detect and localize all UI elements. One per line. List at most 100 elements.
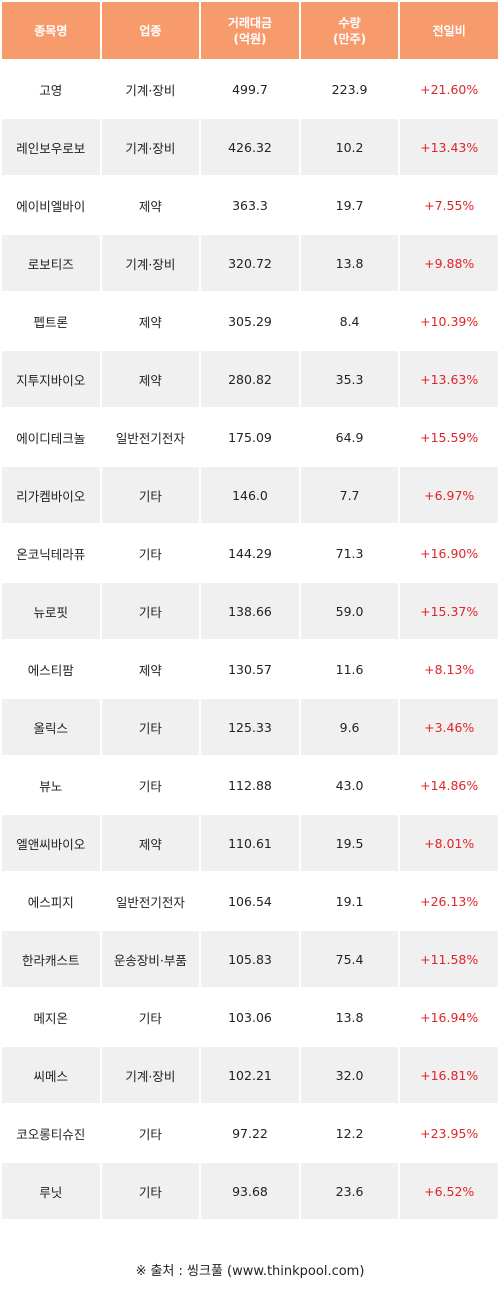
cell-change: +13.43% [400,119,498,175]
cell-amount: 110.61 [201,815,299,871]
cell-change: +23.95% [400,1105,498,1161]
table-row: 씨메스 기계·장비 102.21 32.0 +16.81% [2,1047,498,1103]
source-note: ※ 출처 : 씽크풀 (www.thinkpool.com) [0,1260,500,1279]
cell-volume: 75.4 [300,931,399,987]
cell-sector: 기타 [101,699,200,755]
table-row: 리가켐바이오 기타 146.0 7.7 +6.97% [2,467,498,523]
cell-volume: 11.6 [300,641,399,697]
header-name: 종목명 [2,2,100,59]
cell-volume: 13.8 [300,235,399,291]
cell-change: +13.63% [400,351,498,407]
cell-amount: 280.82 [201,351,299,407]
cell-volume: 9.6 [300,699,399,755]
table-row: 레인보우로보 기계·장비 426.32 10.2 +13.43% [2,119,498,175]
header-amount: 거래대금 (억원) [201,2,299,59]
cell-name: 에스티팜 [2,641,100,697]
cell-amount: 138.66 [201,583,299,639]
table-row: 고영 기계·장비 499.7 223.9 +21.60% [2,61,498,117]
cell-volume: 8.4 [300,293,399,349]
cell-sector: 기타 [101,525,200,581]
table-body: 고영 기계·장비 499.7 223.9 +21.60% 레인보우로보 기계·장비 426.3… [2,61,498,1219]
table-row: 에이비엘바이 제약 363.3 19.7 +7.55% [2,177,498,233]
cell-sector: 제약 [101,177,200,233]
cell-name: 씨메스 [2,1047,100,1103]
cell-volume: 59.0 [300,583,399,639]
table-row: 펩트론 제약 305.29 8.4 +10.39% [2,293,498,349]
table-row: 올릭스 기타 125.33 9.6 +3.46% [2,699,498,755]
table-row: 온코닉테라퓨 기타 144.29 71.3 +16.90% [2,525,498,581]
cell-sector: 기타 [101,757,200,813]
table-row: 엘앤씨바이오 제약 110.61 19.5 +8.01% [2,815,498,871]
cell-volume: 19.5 [300,815,399,871]
cell-amount: 93.68 [201,1163,299,1219]
cell-amount: 106.54 [201,873,299,929]
header-volume-unit: (만주) [333,31,367,46]
cell-change: +16.81% [400,1047,498,1103]
header-volume-label: 수량 [338,15,361,30]
cell-sector: 기타 [101,1163,200,1219]
cell-sector: 기타 [101,989,200,1045]
cell-name: 루닛 [2,1163,100,1219]
cell-name: 한라캐스트 [2,931,100,987]
cell-change: +15.37% [400,583,498,639]
cell-name: 로보티즈 [2,235,100,291]
cell-change: +26.13% [400,873,498,929]
cell-volume: 19.1 [300,873,399,929]
cell-sector: 기계·장비 [101,61,200,117]
cell-amount: 305.29 [201,293,299,349]
source-text: 출처 : 씽크풀 (www.thinkpool.com) [150,1264,365,1279]
cell-name: 뉴로핏 [2,583,100,639]
cell-change: +3.46% [400,699,498,755]
cell-volume: 13.8 [300,989,399,1045]
header-volume: 수량 (만주) [300,2,399,59]
cell-name: 에스피지 [2,873,100,929]
table-row: 메지온 기타 103.06 13.8 +16.94% [2,989,498,1045]
cell-volume: 12.2 [300,1105,399,1161]
cell-sector: 운송장비·부품 [101,931,200,987]
cell-amount: 175.09 [201,409,299,465]
cell-sector: 제약 [101,815,200,871]
cell-name: 코오롱티슈진 [2,1105,100,1161]
cell-change: +9.88% [400,235,498,291]
cell-name: 고영 [2,61,100,117]
cell-sector: 제약 [101,351,200,407]
cell-sector: 기계·장비 [101,1047,200,1103]
cell-name: 지투지바이오 [2,351,100,407]
cell-amount: 112.88 [201,757,299,813]
cell-volume: 32.0 [300,1047,399,1103]
cell-name: 온코닉테라퓨 [2,525,100,581]
table-row: 에스티팜 제약 130.57 11.6 +8.13% [2,641,498,697]
table-row: 뷰노 기타 112.88 43.0 +14.86% [2,757,498,813]
cell-sector: 기타 [101,1105,200,1161]
cell-sector: 기계·장비 [101,235,200,291]
cell-sector: 일반전기전자 [101,873,200,929]
trading-value-table: 종목명 업종 거래대금 (억원) 수량 (만주) 전일비 고영 기계·장비 499.… [2,2,498,1219]
cell-change: +21.60% [400,61,498,117]
cell-change: +8.13% [400,641,498,697]
cell-change: +14.86% [400,757,498,813]
cell-volume: 10.2 [300,119,399,175]
table-row: 에이디테크놀 일반전기전자 175.09 64.9 +15.59% [2,409,498,465]
table-row: 코오롱티슈진 기타 97.22 12.2 +23.95% [2,1105,498,1161]
cell-volume: 19.7 [300,177,399,233]
header-amount-unit: (억원) [233,31,267,46]
cell-amount: 146.0 [201,467,299,523]
header-amount-label: 거래대금 [227,15,273,30]
cell-sector: 제약 [101,293,200,349]
cell-change: +8.01% [400,815,498,871]
cell-change: +16.94% [400,989,498,1045]
cell-amount: 499.7 [201,61,299,117]
cell-amount: 130.57 [201,641,299,697]
cell-amount: 125.33 [201,699,299,755]
table-row: 지투지바이오 제약 280.82 35.3 +13.63% [2,351,498,407]
cell-name: 에이비엘바이 [2,177,100,233]
cell-amount: 97.22 [201,1105,299,1161]
cell-change: +6.97% [400,467,498,523]
cell-sector: 일반전기전자 [101,409,200,465]
cell-amount: 320.72 [201,235,299,291]
cell-sector: 기타 [101,583,200,639]
table-row: 뉴로핏 기타 138.66 59.0 +15.37% [2,583,498,639]
table-row: 루닛 기타 93.68 23.6 +6.52% [2,1163,498,1219]
cell-name: 에이디테크놀 [2,409,100,465]
